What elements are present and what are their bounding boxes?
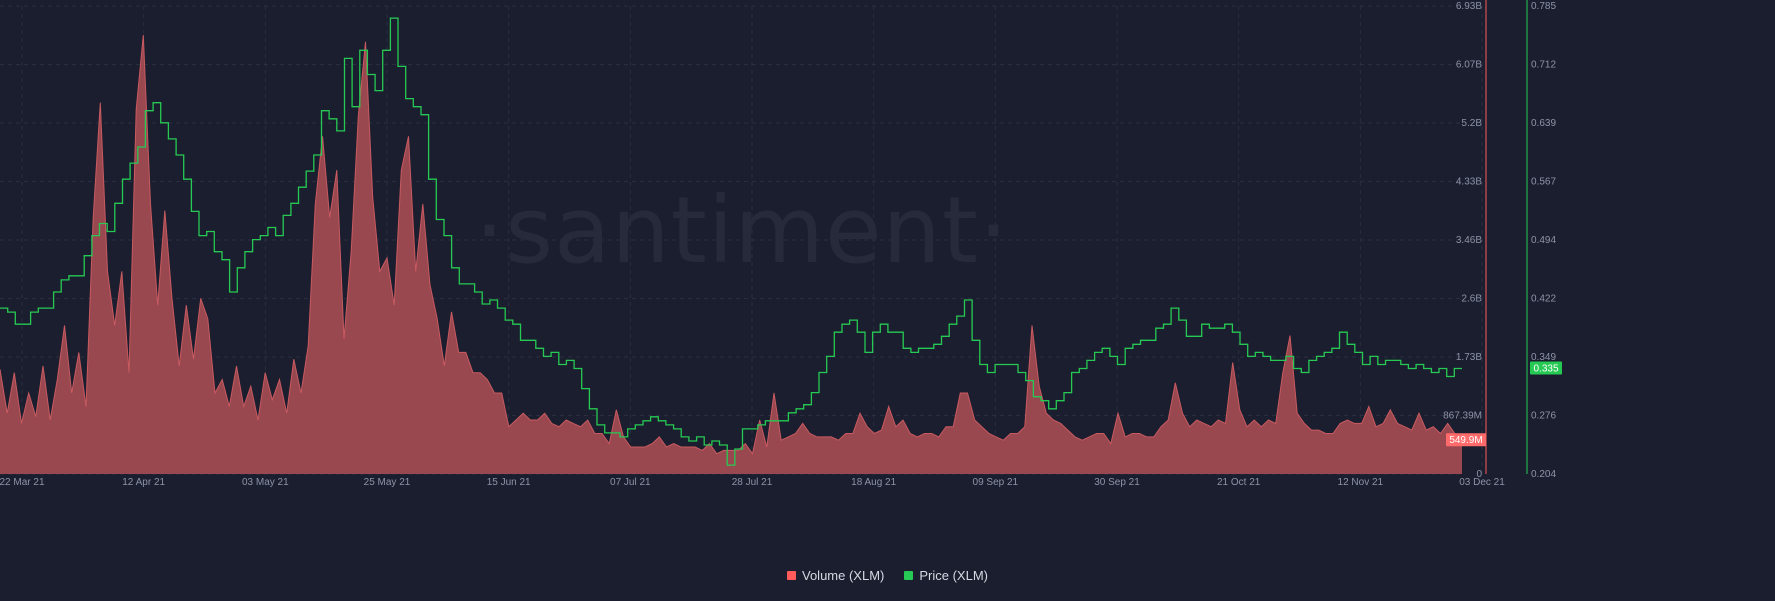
legend-swatch-price	[904, 571, 914, 580]
legend-item-volume[interactable]: Volume (XLM)	[787, 568, 884, 583]
volume-tick-label: 4.33B	[1456, 177, 1482, 188]
price-tick-label: 0.204	[1531, 469, 1556, 480]
x-axis-labels: 22 Mar 21 12 Apr 21 03 May 21 25 May 21 15 J…	[0, 477, 1505, 488]
chart-legend: Volume (XLM) Price (XLM)	[0, 568, 1775, 583]
axes	[1485, 0, 1528, 474]
volume-tick-label: 6.93B	[1456, 1, 1482, 12]
x-tick-label: 07 Jul 21	[610, 477, 651, 488]
x-tick-label: 15 Jun 21	[487, 477, 531, 488]
x-tick-label: 25 May 21	[364, 477, 411, 488]
x-tick-label: 28 Jul 21	[732, 477, 773, 488]
volume-tick-label: 0	[1476, 469, 1482, 480]
x-tick-label: 03 May 21	[242, 477, 289, 488]
legend-item-price[interactable]: Price (XLM)	[904, 568, 988, 583]
x-tick-label: 12 Nov 21	[1338, 477, 1384, 488]
x-tick-label: 22 Mar 21	[0, 477, 45, 488]
x-tick-label: 18 Aug 21	[851, 477, 896, 488]
price-tick-label: 0.349	[1531, 352, 1556, 363]
price-axis-labels: 0.204 0.276 0.349 0.422 0.494 0.567 0.639 0.712…	[1531, 1, 1556, 480]
price-tick-label: 0.567	[1531, 177, 1556, 188]
price-series	[0, 17, 1462, 466]
volume-tick-label: 2.6B	[1461, 294, 1482, 305]
grid-lines	[0, 5, 1483, 475]
x-tick-label: 12 Apr 21	[122, 477, 165, 488]
price-tick-label: 0.712	[1531, 60, 1556, 71]
price-line	[0, 17, 1462, 466]
legend-label-price: Price (XLM)	[919, 568, 988, 583]
price-tick-label: 0.785	[1531, 1, 1556, 12]
x-tick-label: 21 Oct 21	[1217, 477, 1261, 488]
x-tick-label: 30 Sep 21	[1094, 477, 1140, 488]
volume-series	[0, 34, 1463, 474]
x-tick-label: 03 Dec 21	[1459, 477, 1505, 488]
volume-tick-label: 867.39M	[1443, 411, 1482, 422]
watermark: ·santiment·	[475, 177, 1009, 284]
volume-current-badge	[1446, 433, 1486, 447]
volume-tick-label: 6.07B	[1456, 60, 1482, 71]
price-tick-label: 0.639	[1531, 118, 1556, 129]
price-current-label: 0.335	[1533, 363, 1558, 374]
volume-tick-label: 1.73B	[1456, 352, 1482, 363]
volume-area	[0, 35, 1462, 474]
volume-line	[0, 34, 1463, 455]
price-tick-label: 0.422	[1531, 294, 1556, 305]
x-tick-label: 09 Sep 21	[973, 477, 1019, 488]
price-tick-label: 0.494	[1531, 235, 1556, 246]
volume-current-label: 549.9M	[1449, 435, 1482, 446]
volume-tick-label: 5.2B	[1461, 118, 1482, 129]
volume-axis-labels: 0 867.39M 1.73B 2.6B 3.46B 4.33B 5.2B 6.07B 6.93…	[1443, 1, 1482, 480]
volume-tick-label: 3.46B	[1456, 235, 1482, 246]
price-current-badge	[1530, 361, 1562, 375]
legend-label-volume: Volume (XLM)	[802, 568, 885, 583]
current-value-badges: 549.9M 0.335	[1446, 361, 1562, 447]
legend-swatch-volume	[787, 571, 796, 580]
price-tick-label: 0.276	[1531, 411, 1556, 422]
